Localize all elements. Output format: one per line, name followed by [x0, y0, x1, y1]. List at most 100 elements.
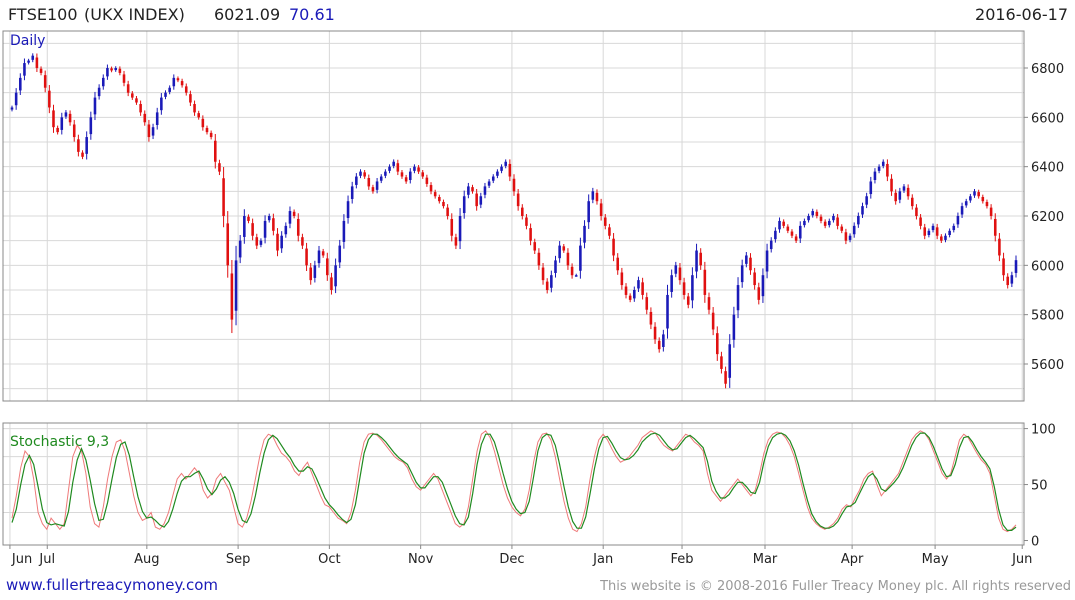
candle [736, 277, 740, 319]
candle-body [404, 177, 408, 182]
candle [711, 307, 715, 336]
candle-body [388, 166, 391, 171]
candle [745, 252, 748, 268]
candle-body [56, 127, 59, 133]
candle-body [935, 227, 939, 236]
candle [168, 85, 171, 95]
candle-body [612, 238, 615, 256]
candle-body [757, 287, 761, 300]
candle-body [180, 81, 184, 86]
candle-body [985, 201, 989, 207]
candle [226, 211, 230, 278]
candle-body [608, 227, 611, 236]
candle [301, 233, 304, 250]
candle [408, 168, 412, 184]
candle-body [599, 203, 603, 216]
candle-body [85, 137, 88, 154]
candle [10, 105, 14, 112]
candle-body [317, 250, 321, 264]
candle [906, 184, 910, 200]
candle [716, 326, 719, 361]
x-tick-label: Aug [134, 552, 159, 567]
candle [852, 222, 856, 238]
candle [259, 238, 263, 248]
candle-body [126, 84, 130, 93]
stochastic-tick-label: 50 [1031, 479, 1048, 494]
candle-body [711, 312, 715, 330]
candle [114, 66, 118, 72]
candle-body [662, 334, 665, 347]
candle-body [226, 223, 230, 266]
candle [545, 278, 549, 294]
candle [330, 272, 333, 295]
site-url-link[interactable]: www.fullertreacymoney.com [6, 576, 218, 594]
candle [620, 267, 624, 290]
candle [902, 184, 906, 193]
candle [989, 204, 993, 220]
candle-body [23, 63, 26, 76]
candle-body [637, 280, 640, 289]
candle-body [421, 172, 425, 177]
candle-body [296, 218, 300, 236]
candle-body [525, 217, 528, 226]
candle-body [355, 176, 358, 185]
candle-body [753, 272, 756, 286]
candle [811, 208, 814, 218]
candle-body [682, 282, 686, 295]
price-tick-label: 6600 [1031, 111, 1064, 126]
candle [367, 174, 371, 190]
candle-body [989, 207, 993, 216]
candle-body [330, 277, 333, 290]
candle [255, 233, 259, 250]
candle [151, 123, 155, 140]
candle-body [39, 68, 43, 73]
candle-body [695, 250, 698, 272]
candle [512, 174, 516, 196]
candle-body [60, 117, 64, 130]
candle-body [782, 221, 785, 226]
candle [761, 268, 765, 303]
candle-body [828, 220, 831, 226]
x-tick-label: Oct [318, 552, 340, 567]
candle [637, 276, 640, 292]
price-tick-label: 6800 [1031, 62, 1064, 77]
candle [205, 125, 209, 135]
candle [479, 192, 483, 209]
candle-body [408, 171, 412, 180]
candle [122, 70, 126, 87]
candle [284, 222, 288, 238]
x-tick-label: Dec [499, 552, 524, 567]
candle-body [247, 216, 250, 221]
candle [458, 208, 462, 250]
candle [483, 182, 487, 199]
candle [417, 165, 420, 174]
candle-body [807, 216, 810, 221]
candle-body [906, 187, 910, 197]
candle [940, 234, 943, 244]
candle [794, 234, 798, 244]
x-tick-label: Mar [753, 552, 778, 567]
candle-body [952, 225, 956, 231]
stochastic-d-line [11, 432, 1017, 532]
candle-body [72, 124, 76, 138]
candle-body [276, 233, 279, 251]
candle [861, 202, 864, 218]
x-tick-label: Apr [841, 552, 864, 567]
candle [910, 194, 914, 210]
x-tick-label: Jan [592, 552, 613, 567]
price-tick-label: 6400 [1031, 161, 1064, 176]
candle [384, 169, 387, 179]
candle [649, 307, 653, 330]
candle [404, 174, 408, 184]
candle-body [732, 314, 736, 340]
candle [1010, 271, 1014, 288]
candle [48, 85, 51, 114]
candle [865, 192, 868, 209]
candle [1014, 255, 1018, 278]
candle-body [541, 267, 545, 281]
candle [633, 286, 636, 302]
candle [126, 80, 130, 97]
candle-body [948, 230, 951, 235]
candle-body [52, 110, 55, 128]
candle [998, 233, 1001, 262]
